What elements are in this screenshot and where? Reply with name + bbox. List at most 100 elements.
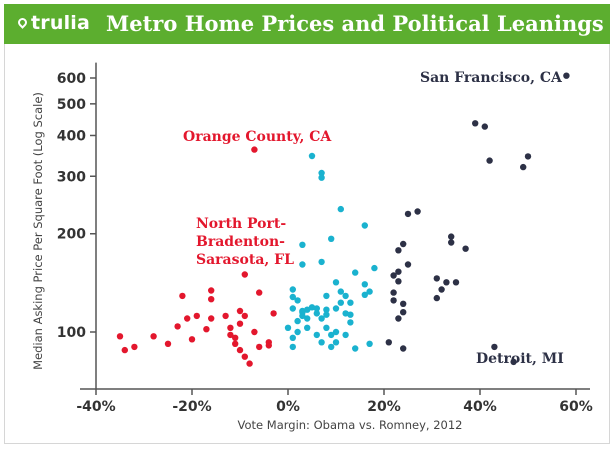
data-point (308, 304, 316, 311)
x-tick-label: 0% (276, 399, 300, 415)
data-point (462, 245, 469, 252)
x-tick-label: 40% (463, 399, 497, 415)
data-point (337, 299, 344, 306)
data-point (332, 339, 340, 346)
chart-title: Metro Home Prices and Political Leanings (106, 11, 604, 36)
data-point (323, 306, 330, 313)
data-point (486, 157, 493, 164)
data-point (361, 291, 368, 298)
annotation-label: Orange County, CA (183, 129, 332, 145)
data-point (400, 345, 407, 352)
logo-text: trulia (31, 12, 91, 34)
data-point (448, 233, 455, 240)
data-point (294, 328, 301, 336)
data-point (294, 297, 301, 304)
data-point (366, 340, 373, 347)
data-point (337, 205, 344, 213)
annotation-label: Detroit, MI (476, 351, 564, 367)
data-point (395, 278, 402, 285)
data-point (241, 271, 248, 278)
trulia-logo: trulia (16, 12, 91, 34)
data-point (174, 323, 181, 330)
data-point (395, 247, 402, 254)
data-point (318, 315, 325, 322)
data-point (203, 326, 210, 333)
data-point (164, 340, 172, 347)
data-point (433, 294, 440, 302)
data-point (289, 343, 296, 351)
data-point (304, 324, 311, 331)
data-point (323, 292, 330, 300)
y-tick-label: 200 (57, 227, 86, 243)
data-point (284, 324, 292, 331)
data-point (400, 300, 407, 307)
x-tick-label: -40% (76, 399, 115, 415)
data-point (342, 292, 349, 300)
data-point (179, 292, 186, 300)
data-point (481, 123, 488, 130)
data-point (313, 305, 320, 312)
data-point (131, 343, 138, 351)
data-point (452, 279, 460, 286)
data-point (236, 346, 244, 354)
data-point (236, 320, 244, 327)
data-point (241, 312, 248, 320)
data-point (318, 258, 325, 266)
data-point (265, 342, 272, 349)
data-point (352, 345, 359, 352)
annotations: San Francisco, CA Orange County, CA North … (183, 70, 564, 367)
data-points (116, 72, 570, 367)
chart-frame (4, 4, 610, 444)
data-point (520, 163, 527, 171)
y-tick-label: 400 (57, 128, 86, 144)
data-point (289, 305, 296, 312)
data-point (270, 310, 277, 317)
data-point (318, 169, 325, 177)
data-point (289, 286, 296, 293)
data-point (208, 296, 215, 303)
data-point (443, 279, 450, 286)
data-point (150, 333, 157, 340)
data-point (241, 353, 248, 360)
data-point (121, 346, 128, 354)
data-point (313, 331, 320, 339)
data-point (323, 324, 330, 331)
data-point (414, 208, 421, 215)
data-point (193, 312, 200, 320)
data-point (352, 269, 359, 276)
data-point (299, 241, 306, 248)
data-point (208, 315, 215, 322)
data-point (400, 309, 407, 316)
y-tick-label: 600 (57, 71, 86, 87)
data-point (404, 210, 412, 218)
data-point (232, 340, 239, 347)
data-point (347, 299, 354, 306)
data-point (323, 311, 330, 318)
data-point (337, 288, 344, 295)
data-point (222, 312, 229, 320)
data-point (304, 315, 311, 322)
data-point (366, 288, 373, 295)
data-point (208, 287, 215, 294)
data-point (256, 343, 263, 351)
data-point (347, 319, 354, 326)
data-point (304, 306, 311, 313)
data-point (313, 310, 320, 317)
data-point (318, 174, 325, 181)
y-tick-label: 300 (57, 169, 86, 185)
y-tick-label: 100 (57, 325, 86, 341)
chart-header: trulia Metro Home Prices and Political L… (4, 4, 610, 44)
data-point (308, 152, 316, 160)
data-point (289, 334, 296, 341)
data-point (347, 311, 354, 318)
data-point (448, 239, 455, 246)
data-point (332, 305, 340, 312)
data-point (232, 334, 239, 341)
data-point (188, 336, 196, 343)
data-point (251, 146, 258, 153)
data-point (342, 310, 349, 317)
data-point (371, 264, 378, 272)
data-point (404, 261, 412, 268)
data-point (342, 331, 349, 339)
data-point (361, 281, 368, 288)
